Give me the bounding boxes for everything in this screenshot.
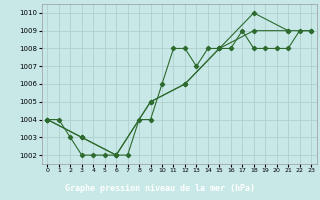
Text: Graphe pression niveau de la mer (hPa): Graphe pression niveau de la mer (hPa) — [65, 184, 255, 193]
